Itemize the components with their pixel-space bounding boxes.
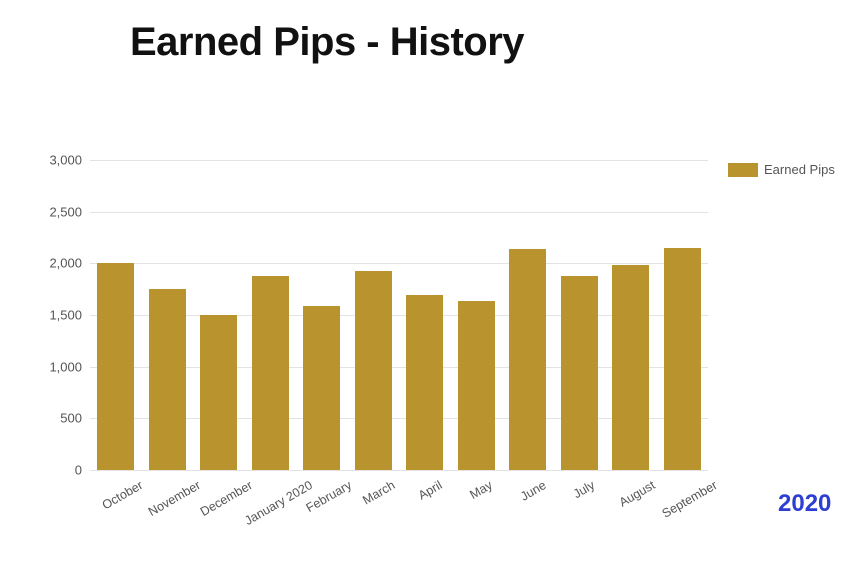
bar-slot (142, 160, 194, 470)
bar (149, 289, 186, 470)
x-label-slot: February (296, 474, 348, 524)
bars (90, 160, 708, 470)
x-label-slot: December (193, 474, 245, 524)
bar-slot (399, 160, 451, 470)
bar-slot (451, 160, 503, 470)
bar-slot (193, 160, 245, 470)
bar (355, 271, 392, 470)
bar (509, 249, 546, 470)
bar (664, 248, 701, 470)
legend-label: Earned Pips (764, 162, 835, 177)
x-label-slot: August (605, 474, 657, 524)
legend: Earned Pips (728, 162, 835, 177)
x-label-slot: April (399, 474, 451, 524)
bar-slot (245, 160, 297, 470)
y-tick-label: 1,000 (49, 359, 82, 374)
bar (252, 276, 289, 470)
x-tick-label: August (617, 478, 658, 510)
bar (97, 263, 134, 470)
x-label-slot: July (554, 474, 606, 524)
x-label-slot: September (657, 474, 709, 524)
x-label-slot: March (348, 474, 400, 524)
bar-slot (90, 160, 142, 470)
x-tick-label: March (361, 478, 398, 507)
y-tick-label: 0 (75, 463, 82, 478)
y-tick-label: 1,500 (49, 308, 82, 323)
bar-slot (348, 160, 400, 470)
bar (561, 276, 598, 470)
x-tick-label: June (518, 478, 548, 504)
bar (303, 306, 340, 470)
y-tick-label: 2,500 (49, 204, 82, 219)
plot-area: 05001,0001,5002,0002,5003,000 (90, 160, 708, 470)
x-label-slot: November (142, 474, 194, 524)
bar-slot (657, 160, 709, 470)
y-tick-label: 500 (60, 411, 82, 426)
gridline (90, 470, 708, 471)
year-stamp: 2020 (778, 490, 831, 518)
x-tick-label: April (416, 478, 445, 503)
x-label-slot: June (502, 474, 554, 524)
y-tick-label: 3,000 (49, 153, 82, 168)
chart-title: Earned Pips - History (0, 0, 865, 65)
x-label-slot: January 2020 (245, 474, 297, 524)
x-label-slot: May (451, 474, 503, 524)
x-axis: OctoberNovemberDecemberJanuary 2020Febru… (90, 474, 708, 524)
chart-container: 05001,0001,5002,0002,5003,000 OctoberNov… (38, 160, 838, 540)
x-tick-label: July (571, 478, 597, 501)
bar (200, 315, 237, 470)
legend-swatch (728, 163, 758, 177)
x-label-slot: October (90, 474, 142, 524)
bar-slot (296, 160, 348, 470)
x-tick-label: September (660, 478, 720, 521)
bar-slot (502, 160, 554, 470)
bar (406, 295, 443, 470)
x-tick-label: February (303, 478, 353, 515)
y-tick-label: 2,000 (49, 256, 82, 271)
bar (458, 301, 495, 470)
bar-slot (605, 160, 657, 470)
x-tick-label: October (99, 478, 145, 512)
x-tick-label: May (468, 478, 495, 502)
bar-slot (554, 160, 606, 470)
bar (612, 265, 649, 470)
